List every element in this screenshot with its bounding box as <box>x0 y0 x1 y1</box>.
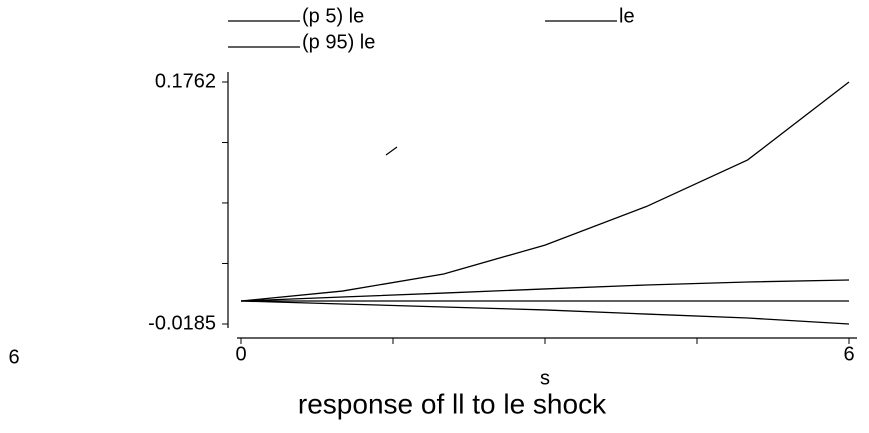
side-text: 6 <box>8 346 19 368</box>
x-tick-label: 0 <box>235 343 246 365</box>
legend-label: (p 5) le <box>302 5 364 27</box>
y-tick-label: 0.1762 <box>155 70 216 92</box>
x-axis-title: s <box>540 367 550 389</box>
y-tick-label: -0.0185 <box>148 312 216 334</box>
stray-mark <box>385 146 398 156</box>
x-tick-label: 6 <box>843 343 854 365</box>
legend-label: (p 95) le <box>302 31 375 53</box>
series-line <box>240 279 850 302</box>
legend-label: le <box>619 5 635 27</box>
series-line <box>240 81 850 302</box>
chart-title: response of ll to le shock <box>298 388 607 419</box>
series-line <box>240 300 850 325</box>
